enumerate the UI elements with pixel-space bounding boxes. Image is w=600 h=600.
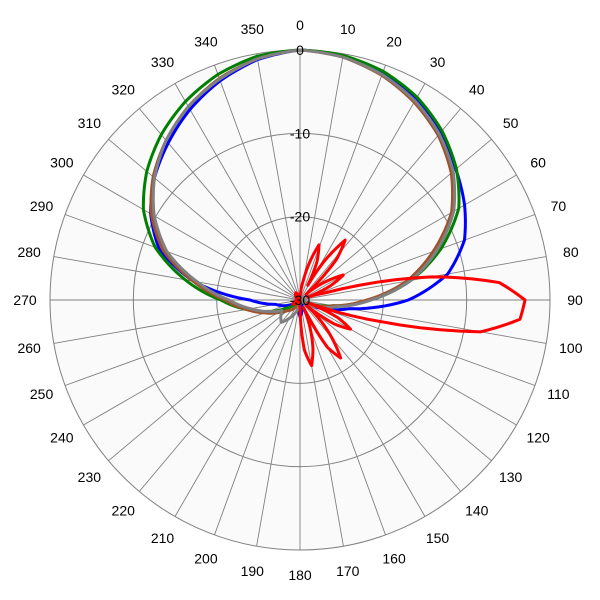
grid-spoke bbox=[299, 214, 536, 301]
angle-tick-label: 260 bbox=[17, 340, 41, 356]
grid-spoke bbox=[108, 299, 301, 462]
grid-spoke bbox=[214, 299, 301, 536]
grid-spoke bbox=[299, 299, 492, 462]
grid-spoke bbox=[299, 299, 344, 547]
angle-tick-label: 20 bbox=[386, 34, 402, 50]
grid-spoke bbox=[83, 174, 301, 301]
grid-spoke bbox=[108, 138, 301, 301]
grid-spoke bbox=[174, 83, 301, 301]
grid-spoke bbox=[64, 214, 301, 301]
angle-tick-label: 220 bbox=[112, 503, 136, 519]
angle-tick-label: 30 bbox=[430, 54, 446, 70]
angle-tick-label: 270 bbox=[13, 292, 37, 308]
angle-tick-label: 200 bbox=[194, 550, 218, 566]
angle-tick-label: 120 bbox=[526, 430, 550, 446]
radial-tick-label: -10 bbox=[290, 125, 310, 141]
grid-spoke bbox=[256, 53, 301, 301]
angle-tick-label: 310 bbox=[78, 115, 102, 131]
angle-tick-label: 40 bbox=[469, 81, 485, 97]
grid-spoke bbox=[299, 299, 536, 386]
angle-tick-label: 80 bbox=[563, 244, 579, 260]
radial-tick-label: -20 bbox=[290, 209, 310, 225]
radial-tick-labels: 0 -10 -20 -30 bbox=[290, 42, 310, 308]
angle-tick-label: 130 bbox=[499, 469, 523, 485]
grid-spoke bbox=[299, 64, 386, 301]
angle-tick-label: 70 bbox=[551, 198, 567, 214]
grid-spoke bbox=[256, 299, 301, 547]
angle-tick-label: 180 bbox=[288, 567, 312, 583]
grid-spoke bbox=[299, 299, 386, 536]
angle-tick-label: 170 bbox=[336, 563, 360, 579]
series-lines bbox=[141, 48, 527, 368]
grid-spoke bbox=[299, 174, 517, 301]
radial-tick-label: -30 bbox=[290, 292, 310, 308]
angle-tick-label: 340 bbox=[194, 34, 218, 50]
angle-tick-label: 110 bbox=[547, 386, 570, 402]
grid-spoke bbox=[53, 299, 301, 344]
angle-tick-label: 0 bbox=[296, 17, 304, 33]
radial-tick-label: 0 bbox=[296, 42, 304, 58]
grid-spoke bbox=[299, 299, 517, 426]
series-line bbox=[291, 238, 527, 368]
angle-tick-label: 50 bbox=[503, 115, 519, 131]
angle-tick-labels: 0 10 20 30 40 50 60 70 80 90 100 110 120 130 140 150 160… bbox=[13, 17, 583, 583]
angle-tick-label: 300 bbox=[50, 155, 74, 171]
angle-tick-label: 100 bbox=[559, 340, 583, 356]
angle-tick-label: 190 bbox=[241, 563, 265, 579]
series-line bbox=[149, 48, 455, 315]
grid-spoke bbox=[299, 53, 344, 301]
grid-spoke bbox=[138, 299, 301, 492]
angle-tick-label: 230 bbox=[78, 469, 102, 485]
angle-tick-label: 60 bbox=[530, 155, 546, 171]
angle-tick-label: 240 bbox=[50, 430, 74, 446]
angle-tick-label: 350 bbox=[241, 21, 265, 37]
angle-tick-label: 90 bbox=[567, 292, 583, 308]
angle-tick-label: 280 bbox=[17, 244, 41, 260]
grid-spoke bbox=[214, 64, 301, 301]
grid-spoke bbox=[174, 299, 301, 517]
angle-tick-label: 330 bbox=[151, 54, 175, 70]
angle-tick-label: 150 bbox=[426, 530, 450, 546]
angle-tick-label: 160 bbox=[382, 550, 406, 566]
grid-spoke bbox=[83, 299, 301, 426]
grid-spoke bbox=[299, 138, 492, 301]
angle-tick-label: 210 bbox=[151, 530, 175, 546]
angle-tick-label: 320 bbox=[112, 81, 136, 97]
angle-tick-label: 250 bbox=[30, 386, 54, 402]
grid-spoke bbox=[299, 108, 462, 301]
angle-tick-label: 140 bbox=[465, 503, 489, 519]
series-line bbox=[151, 48, 457, 324]
grid-spoke bbox=[64, 299, 301, 386]
grid-spoke bbox=[53, 256, 301, 301]
angle-tick-label: 10 bbox=[340, 21, 356, 37]
angle-tick-label: 290 bbox=[30, 198, 54, 214]
